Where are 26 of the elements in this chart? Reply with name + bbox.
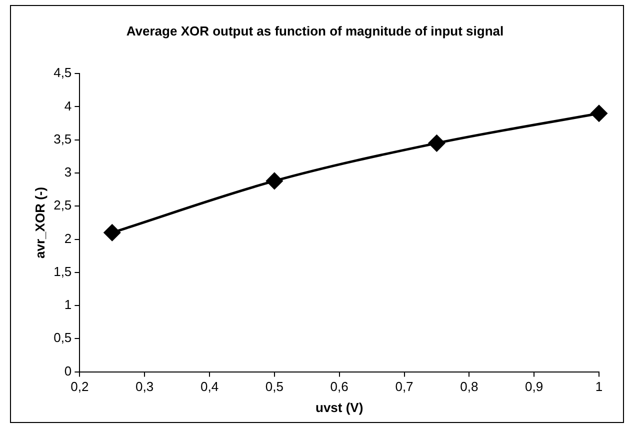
chart-title: Average XOR output as function of magnitude of input signal [126,23,504,38]
y-tick-label: 2,5 [54,198,72,213]
point [428,134,445,152]
y-tick-label: 1 [64,297,72,312]
x-tick-label: 0,6 [330,379,348,394]
y-tick-label: 1,5 [54,264,72,279]
x-axis-title: uvst (V) [316,400,364,415]
y-tick-label: 2 [64,230,72,246]
x-tick-label: 0,5 [265,379,284,394]
x-tick-label: 0,7 [395,379,414,394]
y-tick-label: 3,5 [54,131,72,146]
x-tick-label: 0,2 [70,379,89,394]
y-tick-label: 4,5 [54,65,72,80]
y-tick-label: 0 [64,363,72,378]
x-tick-label: 0,8 [460,379,478,394]
point [266,172,283,190]
x-tick-label: 1 [595,379,603,394]
y-tick-label: 3 [64,164,72,180]
y-tick-label: 0,5 [54,330,72,346]
y-axis-title: avr_XOR (-) [32,186,48,258]
y-tick-label: 4 [64,98,72,114]
point [590,105,608,122]
x-tick-label: 0,4 [200,379,219,394]
point [104,224,120,241]
x-tick-label: 0,3 [136,379,154,394]
x-tick-label: 0,9 [525,379,544,394]
